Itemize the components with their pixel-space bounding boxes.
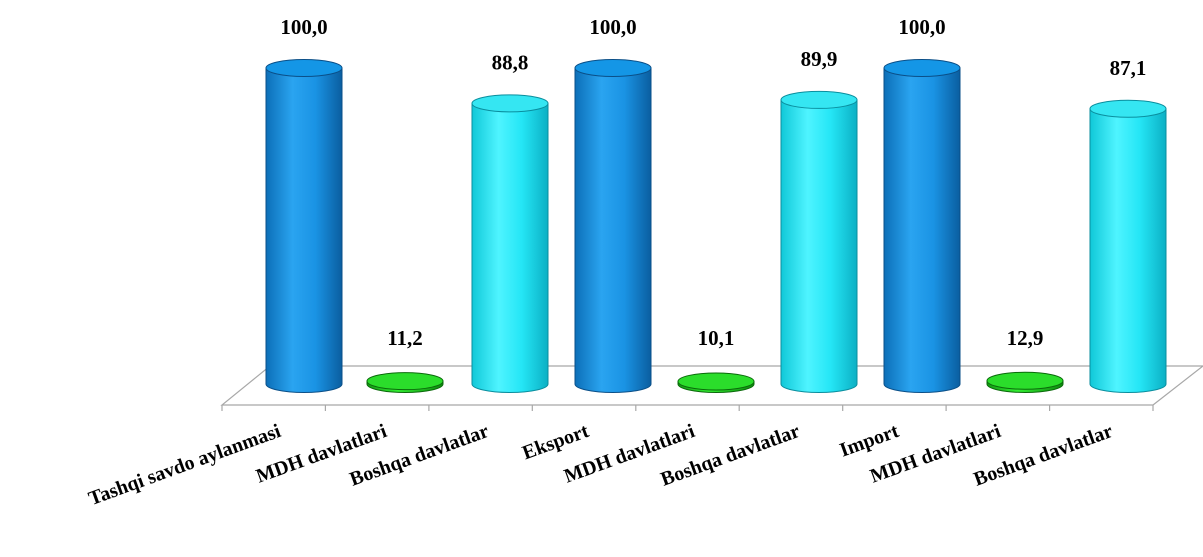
bar-8 [986,371,1064,393]
category-label: Tashqi savdo aylanmasi [86,420,284,510]
value-label: 89,9 [801,47,838,71]
value-label: 100,0 [898,15,945,39]
value-label: 100,0 [589,15,636,39]
value-label: 10,1 [698,326,735,350]
bar-body [265,67,343,393]
bar-6 [780,90,858,393]
bar-body [574,67,652,393]
bar-top [986,371,1064,390]
bar-2 [366,372,444,393]
bar-7 [883,59,961,393]
bar-top [883,59,961,77]
bar-body [1089,108,1167,393]
bar-body [883,67,961,393]
value-label: 12,9 [1007,326,1044,350]
bar-body [471,102,549,393]
bar-9 [1089,99,1167,393]
bar-top [265,59,343,77]
category-label: Import [837,420,902,462]
value-labels-group: 100,0 11,2 88,8 100,0 10,1 89,9 100,0 12,9 87,1 [280,15,1146,350]
bar-top [677,372,755,391]
value-label: 88,8 [492,50,529,74]
bar-top [574,59,652,77]
value-label: 11,2 [387,326,423,350]
bar-4 [574,59,652,393]
bar-5 [677,372,755,393]
bar-1 [265,59,343,393]
category-label: Eksport [519,420,592,464]
x-axis-ticks [221,405,1154,411]
bar-top [1089,99,1167,118]
bar-body [780,99,858,393]
bar-top [366,372,444,391]
bar-top [780,90,858,109]
value-label: 100,0 [280,15,327,39]
bars-group [265,59,1167,393]
bar-top [471,94,549,113]
bar-3 [471,94,549,393]
value-label: 87,1 [1110,56,1147,80]
